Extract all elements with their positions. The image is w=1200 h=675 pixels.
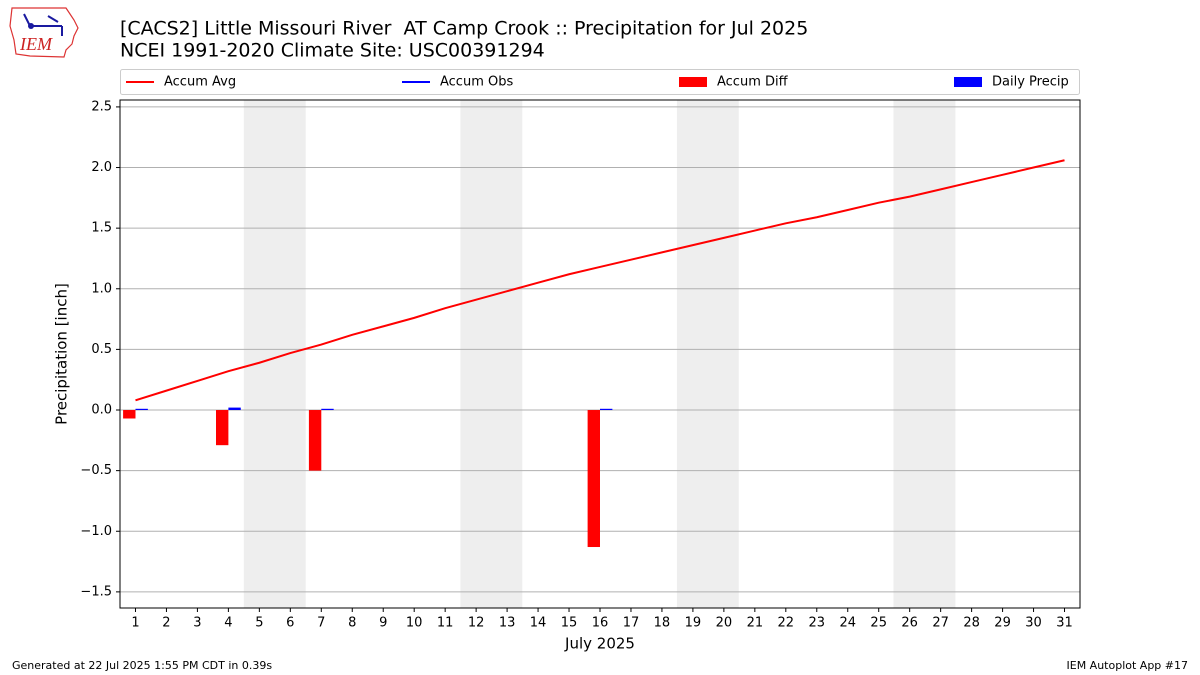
x-tick-label: 30	[1025, 616, 1042, 631]
logo-text: IEM	[19, 34, 53, 54]
legend-swatch	[954, 77, 982, 87]
legend-label: Accum Diff	[717, 75, 789, 90]
x-tick-label: 16	[592, 616, 609, 631]
x-tick-label: 18	[654, 616, 671, 631]
bar	[600, 408, 613, 411]
y-tick-label: 0.0	[91, 403, 112, 418]
x-tick-label: 24	[839, 616, 856, 631]
x-tick-label: 22	[778, 616, 795, 631]
x-tick-label: 6	[286, 616, 294, 631]
x-tick-label: 25	[870, 616, 887, 631]
y-tick-label: −1.0	[80, 524, 112, 539]
y-tick-label: −1.5	[80, 584, 112, 599]
x-tick-label: 21	[747, 616, 764, 631]
bar	[587, 410, 600, 548]
y-tick-label: 2.5	[91, 99, 112, 114]
x-tick-label: 31	[1056, 616, 1073, 631]
x-tick-label: 11	[437, 616, 454, 631]
footer-left: Generated at 22 Jul 2025 1:55 PM CDT in …	[12, 659, 272, 672]
x-tick-label: 20	[716, 616, 733, 631]
x-tick-label: 14	[530, 616, 547, 631]
weekend-band	[893, 100, 956, 608]
bar	[308, 410, 322, 471]
bar	[228, 407, 241, 411]
x-tick-label: 10	[406, 616, 423, 631]
legend-box	[120, 69, 1080, 95]
plot-frame	[119, 99, 1081, 609]
weekend-band	[243, 100, 306, 608]
legend-swatch	[679, 77, 707, 87]
x-tick-label: 17	[623, 616, 640, 631]
x-tick-label: 19	[685, 616, 702, 631]
bar	[135, 408, 148, 411]
y-tick-label: 1.5	[91, 221, 112, 236]
x-tick-label: 29	[994, 616, 1011, 631]
x-tick-label: 15	[561, 616, 578, 631]
x-tick-label: 28	[963, 616, 980, 631]
legend-label: Accum Obs	[440, 75, 513, 90]
footer-right: IEM Autoplot App #17	[1067, 659, 1189, 672]
x-tick-label: 4	[224, 616, 232, 631]
weekend-band	[460, 100, 523, 608]
x-tick-label: 9	[379, 616, 387, 631]
y-tick-label: 0.5	[91, 342, 112, 357]
x-tick-label: 5	[255, 616, 263, 631]
x-tick-label: 1	[131, 616, 139, 631]
logo-icon	[23, 13, 63, 36]
x-tick-label: 13	[499, 616, 516, 631]
y-axis-title: Precipitation [inch]	[53, 283, 71, 425]
bar	[216, 410, 229, 446]
x-tick-label: 27	[932, 616, 949, 631]
chart-title: [CACS2] Little Missouri River AT Camp Cr…	[120, 18, 808, 40]
line-series	[135, 159, 1065, 402]
x-tick-label: 7	[317, 616, 325, 631]
y-tick-label: −0.5	[80, 463, 112, 478]
x-tick-label: 8	[348, 616, 356, 631]
legend-label: Accum Avg	[164, 75, 236, 90]
y-tick-label: 1.0	[91, 281, 112, 296]
logo-dot	[28, 23, 34, 29]
weekend-band	[676, 100, 739, 608]
logo: IEM	[9, 7, 79, 58]
x-tick-label: 26	[901, 616, 918, 631]
chart-subtitle: NCEI 1991-2020 Climate Site: USC00391294	[120, 40, 545, 62]
weekend-shading	[243, 100, 956, 608]
legend-label: Daily Precip	[992, 75, 1069, 90]
bar	[123, 410, 136, 419]
x-tick-label: 12	[468, 616, 485, 631]
x-axis-title: July 2025	[564, 635, 635, 653]
bar	[321, 408, 334, 411]
x-tick-label: 23	[809, 616, 826, 631]
y-tick-label: 2.0	[91, 160, 112, 175]
x-tick-label: 3	[193, 616, 201, 631]
x-tick-label: 2	[162, 616, 170, 631]
